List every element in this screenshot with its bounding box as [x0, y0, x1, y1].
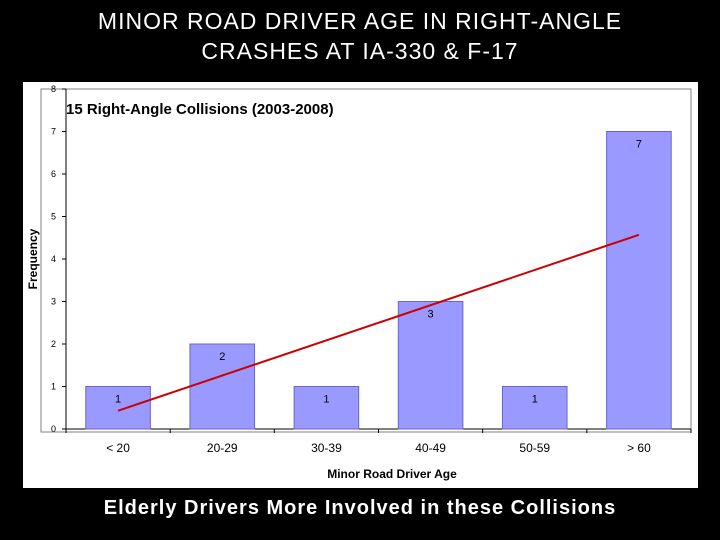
- x-tick-label: < 20: [106, 441, 130, 455]
- y-tick-label: 3: [51, 297, 56, 307]
- bar: [501, 386, 568, 430]
- bar: [189, 343, 256, 430]
- x-tick-label: 40-49: [415, 441, 446, 455]
- x-tick-label: > 60: [627, 441, 651, 455]
- data-label: 1: [323, 394, 329, 406]
- y-tick-label: 2: [51, 339, 56, 349]
- y-tick-label: 1: [51, 382, 56, 392]
- y-tick-label: 7: [51, 127, 56, 137]
- slide-title: MINOR ROAD DRIVER AGE IN RIGHT-ANGLE CRA…: [0, 6, 720, 66]
- slide-caption: Elderly Drivers More Involved in these C…: [103, 497, 617, 519]
- x-tick-label: 20-29: [207, 441, 238, 455]
- plot-border: [40, 88, 692, 433]
- bar: [397, 301, 464, 430]
- x-axis-label: Minor Road Driver Age: [327, 467, 457, 481]
- data-label: 1: [115, 394, 121, 406]
- y-tick-label: 6: [51, 169, 56, 179]
- data-label: 2: [219, 351, 225, 363]
- bar: [606, 131, 672, 430]
- y-tick-label: 5: [51, 212, 56, 222]
- x-tick-label: 50-59: [519, 441, 550, 455]
- x-axis: < 20 20-29 30-39 40-49 50-59 > 60: [65, 428, 692, 455]
- trendline: [117, 233, 640, 412]
- y-axis: 0 1 2 3 4 5 6 7 8: [51, 84, 67, 434]
- bar-series: [85, 131, 672, 430]
- x-tick-label: 30-39: [311, 441, 342, 455]
- bar-chart: 15 Right-Angle Collisions (2003-2008) 0 1…: [26, 84, 692, 481]
- data-label: 1: [532, 394, 538, 406]
- data-labels: 1 2 1 3 1 7: [115, 139, 642, 406]
- chart-title: 15 Right-Angle Collisions (2003-2008): [66, 101, 334, 118]
- bar: [85, 386, 151, 430]
- y-axis-label: Frequency: [26, 228, 40, 289]
- data-label: 3: [428, 309, 434, 321]
- y-tick-label: 0: [51, 424, 56, 434]
- bar: [293, 386, 360, 430]
- y-tick-label: 4: [51, 254, 56, 264]
- trendline-group: [117, 233, 640, 412]
- y-tick-label: 8: [51, 84, 56, 94]
- slide-title-line-1: MINOR ROAD DRIVER AGE IN RIGHT-ANGLE: [97, 8, 623, 34]
- data-label: 7: [636, 139, 642, 151]
- slide-title-line-2: CRASHES AT IA-330 & F-17: [201, 38, 519, 64]
- chart-panel: 15 Right-Angle Collisions (2003-2008) 0 1…: [23, 82, 698, 488]
